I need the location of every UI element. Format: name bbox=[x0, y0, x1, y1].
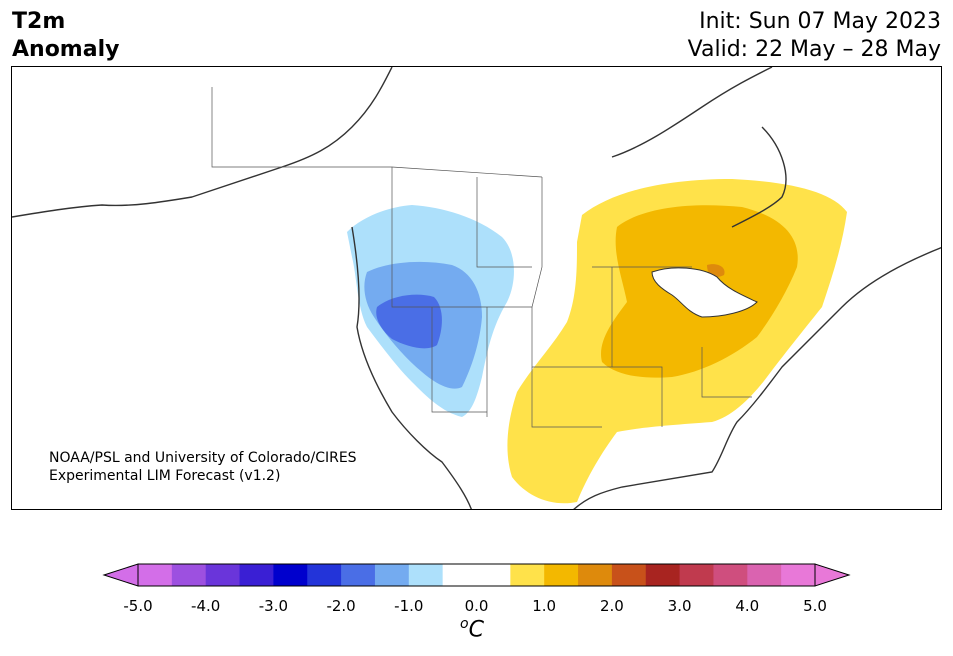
colorbar-cells bbox=[138, 564, 816, 586]
cold-anomaly-dark bbox=[376, 294, 442, 349]
colorbar-tick-label: -2.0 bbox=[326, 597, 356, 615]
colorbar-cell bbox=[273, 564, 308, 586]
colorbar-tick-label: 2.0 bbox=[599, 597, 624, 615]
colorbar-tick-label: 5.0 bbox=[803, 597, 827, 615]
init-date: Init: Sun 07 May 2023 bbox=[699, 9, 941, 34]
map-panel bbox=[11, 66, 942, 510]
colorbar-cell bbox=[171, 564, 207, 586]
great-lakes bbox=[651, 267, 758, 318]
colorbar-cell bbox=[408, 564, 444, 586]
colorbar-cell bbox=[747, 564, 782, 586]
colorbar-cell bbox=[205, 564, 241, 586]
valid-range: Valid: 22 May – 28 May bbox=[687, 37, 941, 62]
colorbar-cell bbox=[442, 564, 477, 586]
units-letter: C bbox=[468, 617, 484, 643]
credit-line-1: NOAA/PSL and University of Colorado/CIRE… bbox=[49, 450, 357, 466]
colorbar-cell bbox=[544, 564, 579, 586]
title-variable: T2m bbox=[12, 9, 66, 34]
colorbar-cell bbox=[510, 564, 545, 586]
title-subtitle: Anomaly bbox=[12, 37, 120, 62]
state-borders bbox=[211, 87, 752, 428]
colorbar-extend-low bbox=[102, 563, 139, 587]
colorbar bbox=[102, 563, 851, 587]
colorbar-tick-label: 0.0 bbox=[464, 597, 489, 615]
colorbar-tick-label: -1.0 bbox=[394, 597, 424, 615]
colorbar-cell bbox=[239, 564, 274, 586]
colorbar-units: oC bbox=[460, 616, 484, 642]
colorbar-cell bbox=[713, 564, 748, 586]
colorbar-cell bbox=[679, 564, 714, 586]
map-title: T2m Anomaly bbox=[12, 8, 119, 64]
colorbar-tick-label: 4.0 bbox=[735, 597, 760, 615]
colorbar-tick-label: -4.0 bbox=[191, 597, 221, 615]
colorbar-cell bbox=[781, 564, 816, 586]
colorbar-cell bbox=[341, 564, 376, 586]
units-degree: o bbox=[460, 616, 469, 632]
credit-line-2: Experimental LIM Forecast (v1.2) bbox=[49, 468, 281, 484]
anomaly-map bbox=[12, 67, 941, 509]
credit-text: NOAA/PSL and University of Colorado/CIRE… bbox=[49, 449, 357, 485]
colorbar-cell bbox=[138, 564, 173, 586]
colorbar-cell bbox=[476, 564, 511, 586]
colorbar-cell bbox=[578, 564, 613, 586]
colorbar-cell bbox=[645, 564, 681, 586]
colorbar-tick-label: 1.0 bbox=[532, 597, 557, 615]
colorbar-tick-label: -5.0 bbox=[123, 597, 153, 615]
colorbar-cell bbox=[374, 564, 410, 586]
colorbar-tick-label: -3.0 bbox=[258, 597, 289, 615]
coastlines bbox=[12, 67, 941, 509]
colorbar-extend-high bbox=[814, 563, 851, 587]
forecast-dates: Init: Sun 07 May 2023 Valid: 22 May – 28… bbox=[688, 8, 941, 64]
colorbar-cell bbox=[307, 564, 342, 586]
colorbar-cell bbox=[611, 564, 647, 586]
colorbar-tick-label: 3.0 bbox=[667, 597, 692, 615]
